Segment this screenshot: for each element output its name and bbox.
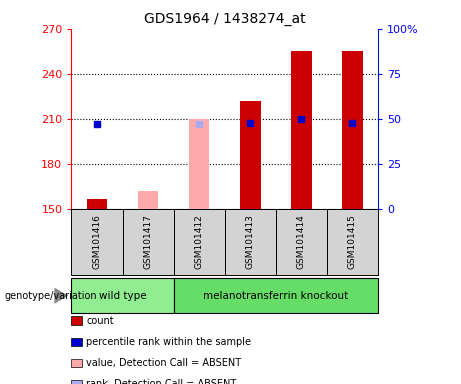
- Text: GSM101415: GSM101415: [348, 215, 357, 269]
- Bar: [189, 119, 209, 209]
- Bar: [225, 209, 276, 275]
- Bar: [138, 191, 158, 209]
- Text: rank, Detection Call = ABSENT: rank, Detection Call = ABSENT: [86, 379, 236, 384]
- Bar: [174, 278, 378, 313]
- Bar: [276, 209, 327, 275]
- Bar: [342, 51, 363, 209]
- Text: GSM101416: GSM101416: [93, 215, 101, 269]
- Text: wild type: wild type: [99, 291, 146, 301]
- Text: count: count: [86, 316, 114, 326]
- Bar: [327, 209, 378, 275]
- Polygon shape: [54, 288, 68, 304]
- Text: GSM101413: GSM101413: [246, 215, 255, 269]
- Bar: [123, 209, 174, 275]
- Bar: [71, 278, 174, 313]
- Title: GDS1964 / 1438274_at: GDS1964 / 1438274_at: [144, 12, 306, 26]
- Bar: [174, 209, 225, 275]
- Bar: [87, 199, 107, 209]
- Bar: [240, 101, 260, 209]
- Text: melanotransferrin knockout: melanotransferrin knockout: [203, 291, 349, 301]
- Bar: [291, 51, 312, 209]
- Bar: [71, 209, 123, 275]
- Text: percentile rank within the sample: percentile rank within the sample: [86, 337, 251, 347]
- Text: value, Detection Call = ABSENT: value, Detection Call = ABSENT: [86, 358, 241, 368]
- Text: genotype/variation: genotype/variation: [5, 291, 97, 301]
- Text: GSM101414: GSM101414: [297, 215, 306, 269]
- Text: GSM101417: GSM101417: [143, 215, 153, 269]
- Text: GSM101412: GSM101412: [195, 215, 204, 269]
